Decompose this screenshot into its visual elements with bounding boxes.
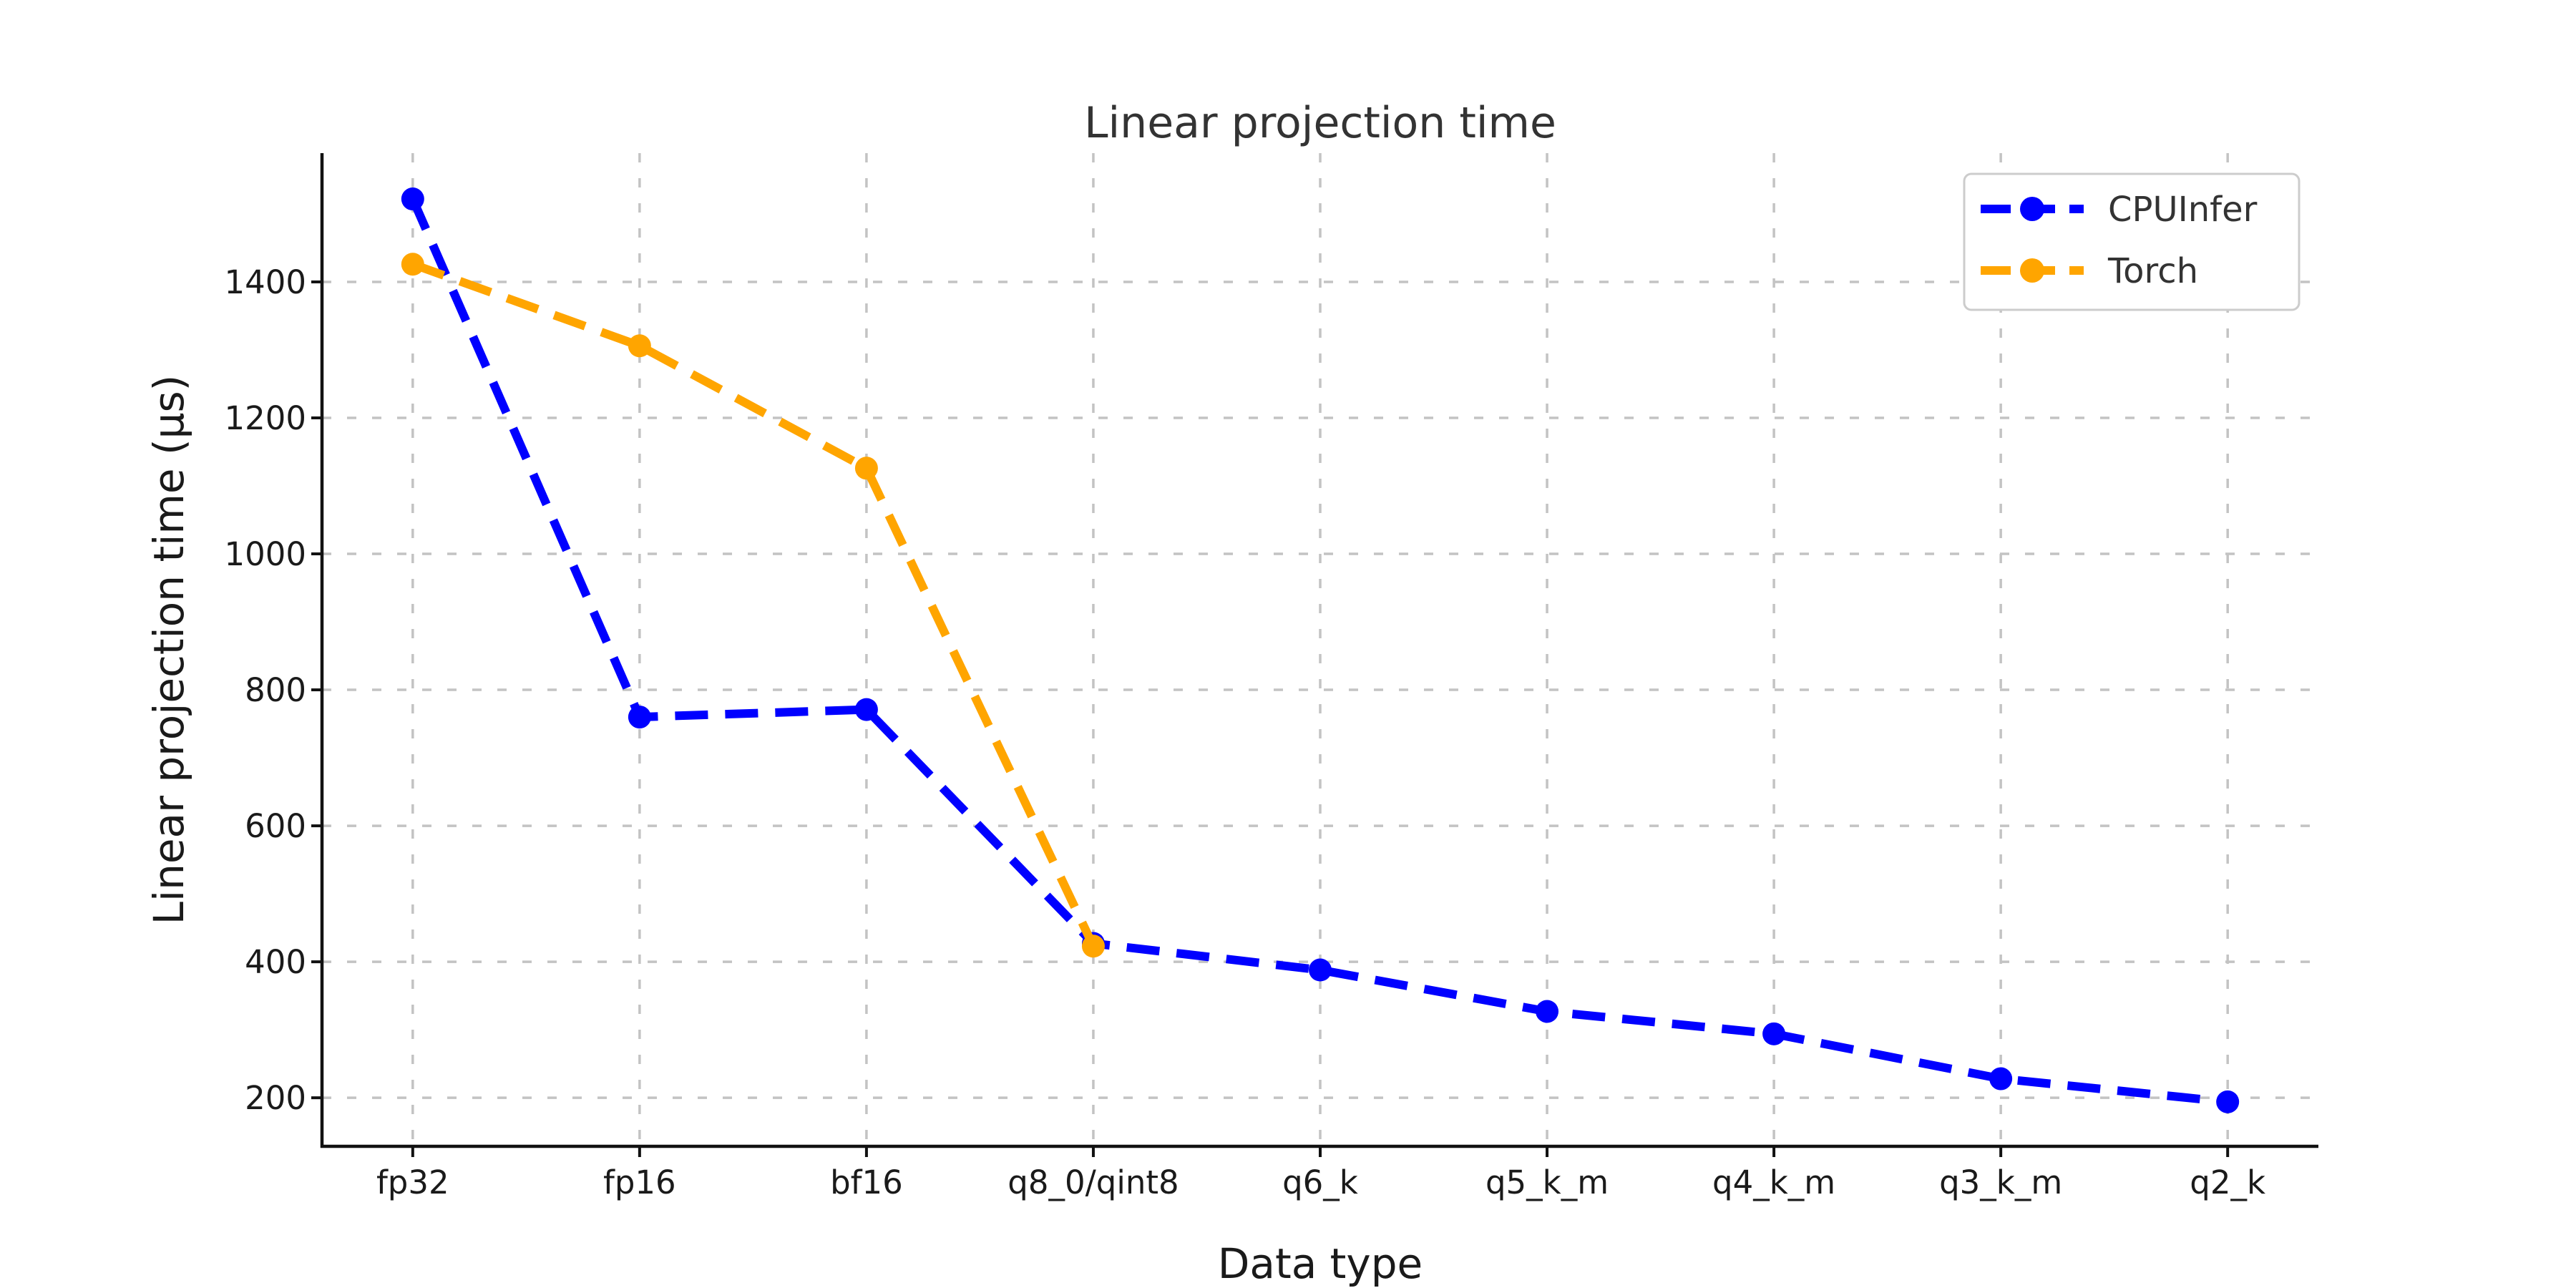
data-point-marker-torch <box>1081 935 1105 958</box>
grid-layer <box>322 153 2318 1146</box>
y-tick-label: 1000 <box>224 535 306 573</box>
x-tick-label: q6_k <box>1282 1163 1358 1201</box>
series-line-cpuinfer <box>409 197 2228 1106</box>
data-point-marker-cpuinfer <box>1536 1000 1559 1023</box>
y-axis-label: Linear projection time (μs) <box>145 375 193 925</box>
x-tick-label: bf16 <box>830 1163 903 1201</box>
series-layer <box>401 187 2240 1113</box>
data-point-marker-cpuinfer <box>1762 1022 1786 1045</box>
data-point-marker-cpuinfer <box>628 706 651 729</box>
x-tick-label: fp32 <box>376 1163 449 1201</box>
data-point-marker-torch <box>401 253 424 276</box>
axes-layer: fp32 fp16 bf16 q8_0/qint8 q6_k q5_k_m q4_k_m q3… <box>224 153 2318 1201</box>
legend-sample-marker <box>2020 197 2044 221</box>
data-point-marker-cpuinfer <box>1309 958 1332 982</box>
y-tick-label: 400 <box>245 943 306 981</box>
legend-label-torch: Torch <box>2107 251 2198 291</box>
y-tick-label: 200 <box>245 1079 306 1117</box>
legend-label-cpuinfer: CPUInfer <box>2108 190 2258 230</box>
data-point-marker-cpuinfer <box>401 187 424 211</box>
legend-sample-marker <box>2020 258 2044 283</box>
legend-layer: CPUInfer Torch <box>1963 172 2301 311</box>
y-tick-label: 800 <box>245 671 306 709</box>
y-tick-label: 600 <box>245 807 306 845</box>
x-tick-label: q2_k <box>2190 1163 2265 1201</box>
x-axis-label: Data type <box>1218 1239 1423 1288</box>
x-tick-label: q3_k_m <box>1939 1163 2062 1201</box>
y-tick-label: 1200 <box>224 399 306 437</box>
data-point-marker-cpuinfer <box>1989 1067 2013 1091</box>
data-point-marker-cpuinfer <box>854 698 878 721</box>
y-tick-label: 1400 <box>224 263 306 301</box>
chart-title: Linear projection time <box>1084 98 1556 148</box>
series-line-torch <box>411 260 1098 948</box>
data-point-marker-torch <box>854 457 878 480</box>
data-point-marker-torch <box>628 334 651 358</box>
x-tick-label: q8_0/qint8 <box>1008 1163 1179 1201</box>
x-tick-label: q5_k_m <box>1485 1163 1609 1201</box>
data-point-marker-cpuinfer <box>2216 1090 2240 1113</box>
x-tick-label: fp16 <box>603 1163 676 1201</box>
x-tick-label: q4_k_m <box>1712 1163 1835 1201</box>
